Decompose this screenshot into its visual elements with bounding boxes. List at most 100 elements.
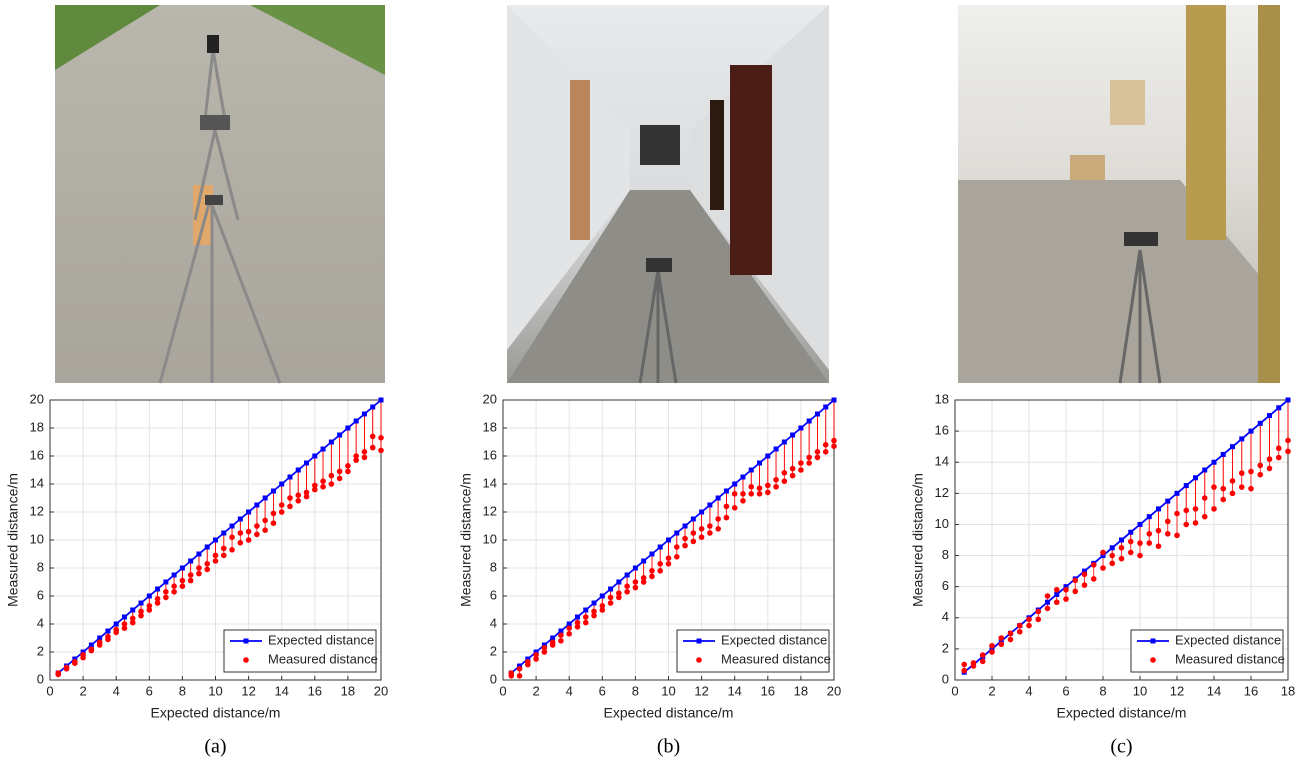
chart: 0246810121416182002468101214161820Expect… [5, 391, 389, 757]
measured-point [221, 546, 227, 552]
measured-point [287, 504, 293, 510]
y-axis-label: Measured distance/m [910, 473, 926, 607]
measured-point [971, 660, 977, 666]
measured-point [691, 539, 697, 545]
measured-point [757, 485, 763, 491]
measured-point [1165, 531, 1171, 537]
measured-point [113, 627, 119, 633]
expected-marker [337, 433, 342, 438]
measured-point [773, 477, 779, 483]
measured-point [271, 511, 277, 517]
measured-point [649, 568, 655, 574]
measured-point [633, 579, 639, 585]
x-tick-label: 0 [951, 683, 958, 698]
measured-point [171, 583, 177, 589]
x-axis-label: Expected distance/m [1057, 705, 1187, 721]
measured-point [1026, 623, 1032, 629]
x-tick-label: 4 [1025, 683, 1032, 698]
measured-point [1202, 514, 1208, 520]
expected-marker [666, 538, 671, 543]
measured-point [732, 505, 738, 511]
measured-point [204, 567, 210, 573]
measured-point [370, 445, 376, 451]
measured-point [1193, 520, 1199, 526]
measured-point [155, 596, 161, 602]
measured-point [682, 543, 688, 549]
measured-point [517, 673, 523, 679]
expected-marker [1286, 398, 1291, 403]
expected-marker [1230, 444, 1235, 449]
measured-point [1008, 637, 1014, 643]
measured-point [1267, 456, 1273, 462]
expected-marker [658, 545, 663, 550]
measured-point [815, 449, 821, 455]
measured-point [254, 523, 260, 529]
measured-point [633, 585, 639, 591]
legend-label: Measured distance [268, 651, 378, 666]
expected-marker [1156, 506, 1161, 511]
y-tick-label: 0 [490, 671, 497, 686]
expected-marker [221, 531, 226, 536]
measured-point [1183, 508, 1189, 514]
measured-point [97, 639, 103, 645]
expected-marker [707, 503, 712, 508]
measured-point [998, 641, 1004, 647]
legend-label: Measured distance [1175, 651, 1285, 666]
measured-point [748, 484, 754, 490]
measured-point [1063, 587, 1069, 593]
measured-point [624, 583, 630, 589]
expected-marker [230, 524, 235, 529]
expected-marker [1128, 530, 1133, 535]
expected-marker [757, 461, 762, 466]
measured-point [246, 537, 252, 543]
measured-point [699, 526, 705, 532]
x-tick-label: 18 [794, 683, 808, 698]
measured-point [1220, 497, 1226, 503]
measured-point [370, 434, 376, 440]
measured-point [558, 638, 564, 644]
measured-point [575, 620, 581, 626]
measured-point [72, 659, 78, 665]
measured-point [757, 491, 763, 497]
expected-marker [172, 573, 177, 578]
measured-point [961, 662, 967, 668]
measured-point [163, 595, 169, 601]
expected-marker [1221, 452, 1226, 457]
expected-marker [362, 412, 367, 417]
expected-marker [345, 426, 350, 431]
x-tick-label: 6 [599, 683, 606, 698]
expected-marker [379, 398, 384, 403]
x-tick-label: 18 [1281, 683, 1295, 698]
expected-marker [180, 566, 185, 571]
measured-point [1183, 522, 1189, 528]
expected-marker [815, 412, 820, 417]
expected-marker [238, 517, 243, 522]
y-tick-label: 10 [483, 531, 497, 546]
legend-marker [243, 657, 249, 663]
x-tick-label: 18 [341, 683, 355, 698]
measured-point [180, 578, 186, 584]
measured-point [196, 565, 202, 571]
expected-marker [691, 517, 696, 522]
x-tick-label: 2 [79, 683, 86, 698]
legend-marker [244, 639, 249, 644]
expected-marker [279, 482, 284, 487]
y-tick-label: 20 [483, 391, 497, 406]
measured-point [998, 635, 1004, 641]
expected-marker [263, 496, 268, 501]
y-tick-label: 4 [37, 615, 44, 630]
measured-point [782, 470, 788, 476]
measured-point [1230, 478, 1236, 484]
measured-point [1165, 519, 1171, 525]
measured-point [740, 498, 746, 504]
measured-point [961, 668, 967, 674]
y-tick-label: 18 [483, 419, 497, 434]
measured-point [1137, 553, 1143, 559]
measured-point [1156, 528, 1162, 534]
measured-point [1276, 445, 1282, 451]
y-tick-label: 16 [935, 423, 949, 438]
measured-point [583, 620, 589, 626]
measured-point [773, 484, 779, 490]
measured-point [715, 516, 721, 522]
expected-marker [287, 475, 292, 480]
